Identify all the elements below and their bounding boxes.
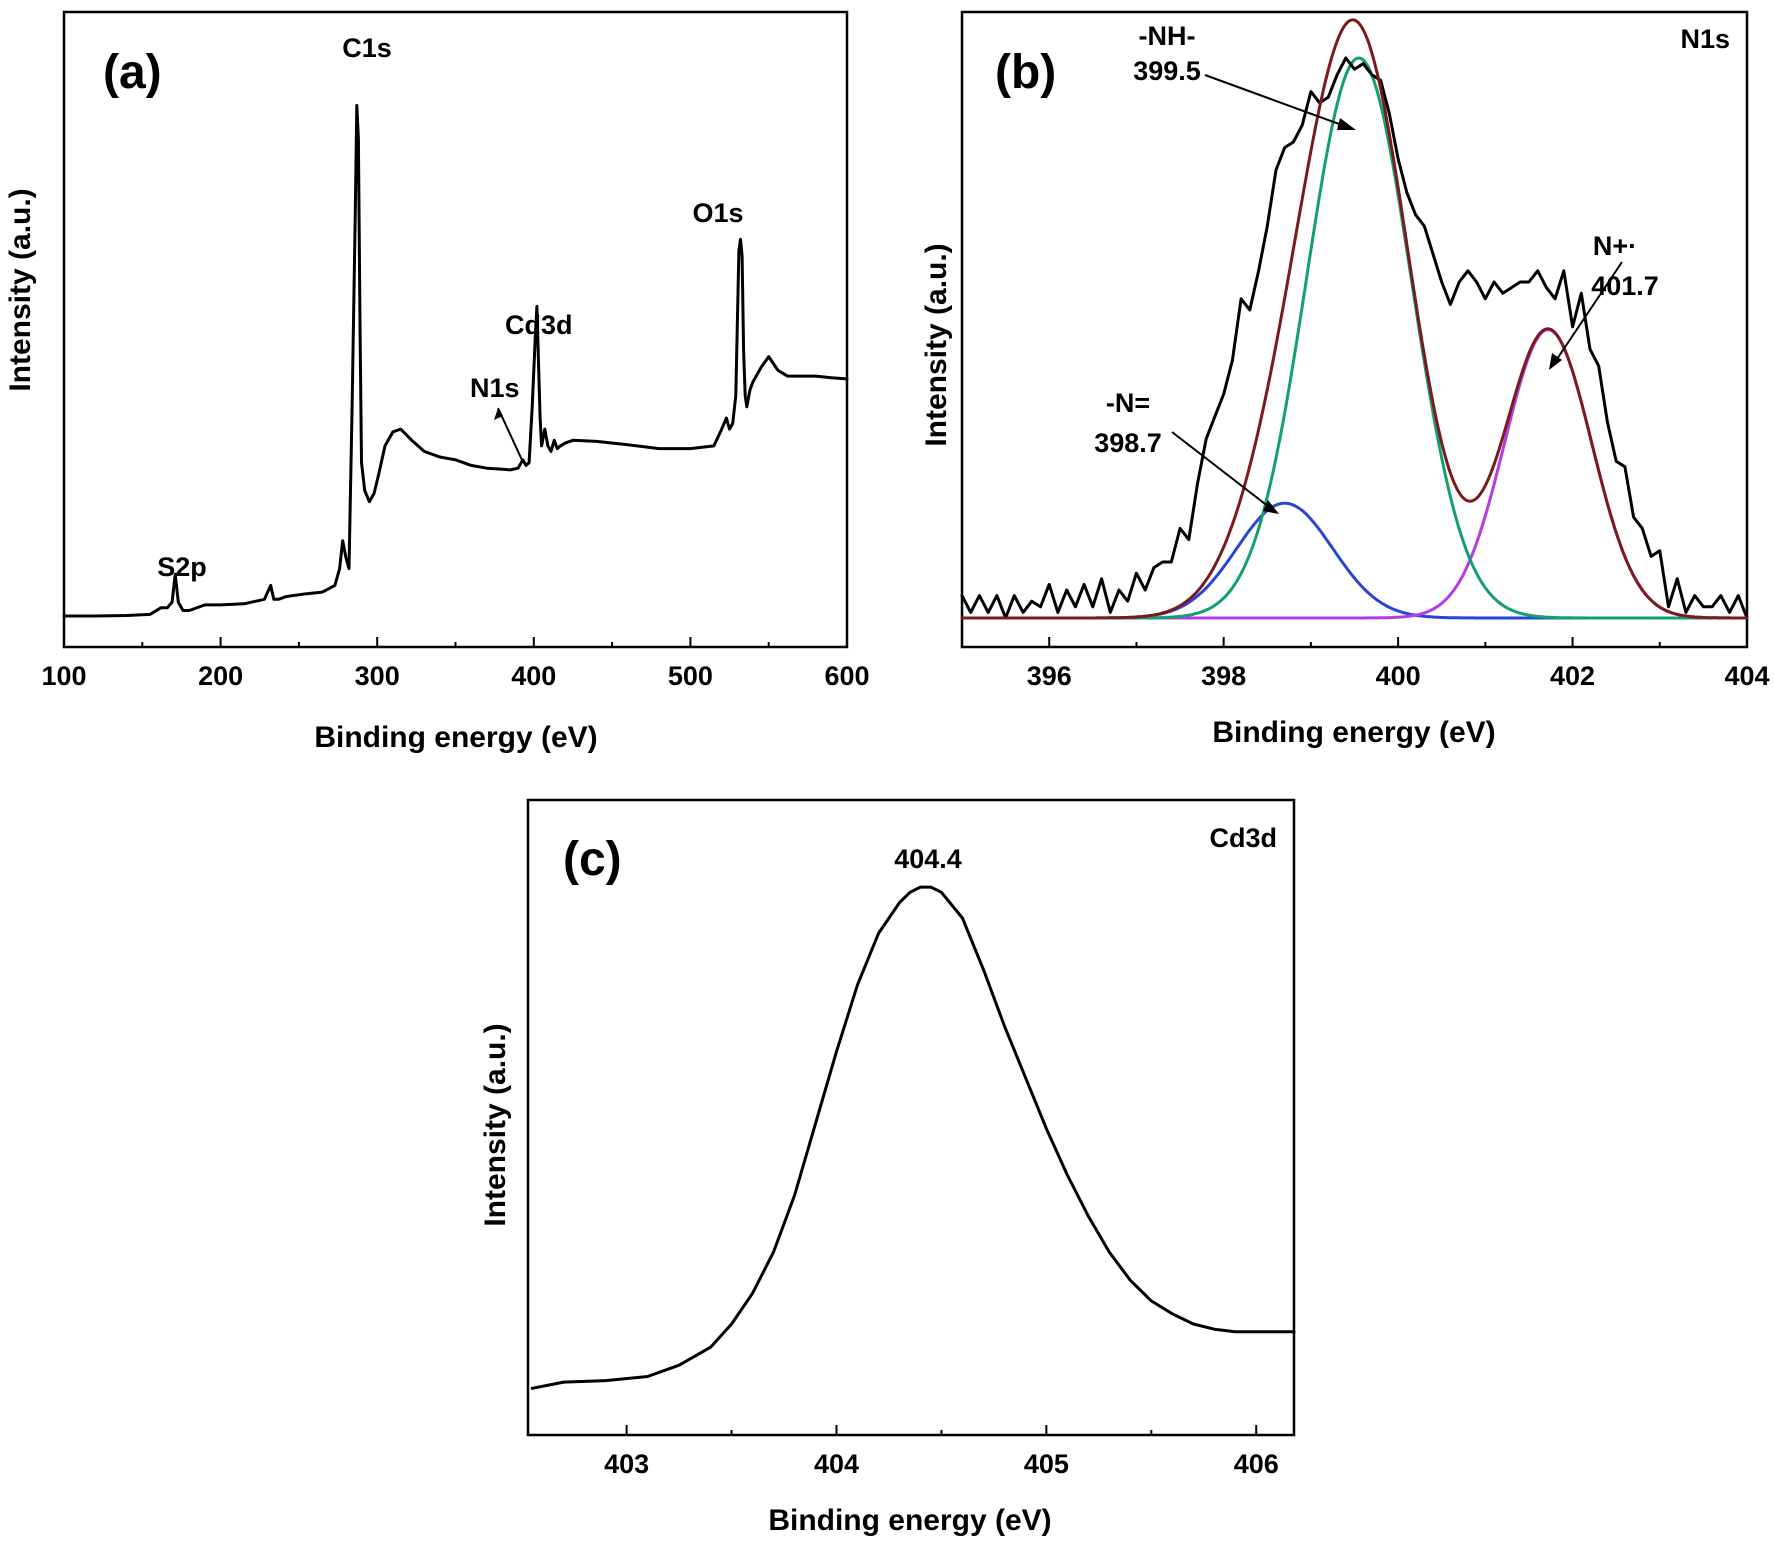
n-plus-arrow (1552, 261, 1623, 366)
panel-a-curves (62, 104, 849, 618)
panel-a-label: (a) (103, 46, 162, 99)
annotation-nh-value: 399.5 (1133, 56, 1201, 86)
panel-b-plot-frame (960, 10, 1749, 649)
series-line-nh (960, 56, 1749, 620)
panel-c-annotations: 404.4 (894, 844, 962, 874)
series-line-envelope (960, 18, 1749, 620)
panel-c-plot-frame (526, 798, 1296, 1437)
x-tick-label: 403 (604, 1449, 649, 1479)
annotation-o1s: O1s (692, 198, 743, 228)
panel-b-annotations: -NH- 399.5 -N= 398.7 N+· 401.7 (1094, 21, 1659, 514)
panel-b-x-ticks: 396 398 400 402 404 (1027, 637, 1770, 691)
n-imine-arrow (1171, 431, 1274, 511)
nh-arrow (1204, 74, 1351, 129)
panel-a-annotations: S2p C1s N1s Cd3d O1s (157, 33, 743, 582)
n-imine-arrowhead (1263, 500, 1279, 514)
panel-b-n1s-spectrum: 396 398 400 402 404 -NH- 399.5 -N= 398.7 N+·… (920, 10, 1770, 749)
x-tick-label: 200 (198, 661, 243, 691)
x-tick-label: 400 (1376, 661, 1421, 691)
annotation-c1s: C1s (342, 33, 392, 63)
panel-a-x-axis-title: Binding energy (eV) (314, 721, 597, 754)
panel-b-curves (960, 18, 1749, 620)
series-line-n (960, 328, 1749, 620)
x-tick-label: 400 (511, 661, 556, 691)
nh-arrowhead (1337, 118, 1356, 130)
x-tick-label: 500 (668, 661, 713, 691)
annotation-cd3d-peak: 404.4 (894, 844, 962, 874)
panel-c-cd3d-spectrum: 403 404 405 406 404.4 (c) Cd3d Binding ener… (479, 798, 1296, 1537)
panel-c-y-axis-title: Intensity (a.u.) (479, 1023, 512, 1226)
x-tick-label: 402 (1550, 661, 1595, 691)
panel-a-survey-spectrum: 100 200 300 400 500 600 S2p C1s N1s Cd3d O1s … (4, 10, 870, 754)
series-line-cd3d (530, 885, 1296, 1390)
n1s-arrow (497, 407, 523, 461)
annotation-n-plus-label: N+· (1593, 231, 1637, 261)
panel-c-corner-title: Cd3d (1210, 823, 1278, 853)
annotation-n-plus-value: 401.7 (1591, 271, 1659, 301)
panel-b-label: (b) (995, 46, 1056, 99)
x-tick-label: 300 (355, 661, 400, 691)
x-tick-label: 406 (1234, 1449, 1279, 1479)
annotation-cd3d: Cd3d (505, 310, 573, 340)
annotation-n-imine-value: 398.7 (1094, 428, 1162, 458)
panel-c-label: (c) (563, 833, 622, 886)
panel-a-x-ticks: 100 200 300 400 500 600 (41, 637, 870, 691)
x-tick-label: 100 (41, 661, 86, 691)
panel-c-x-axis-title: Binding energy (eV) (768, 1504, 1051, 1537)
x-tick-label: 405 (1024, 1449, 1069, 1479)
panel-c-curves (530, 885, 1296, 1390)
x-tick-label: 600 (824, 661, 869, 691)
panel-a-y-axis-title: Intensity (a.u.) (4, 188, 37, 391)
panel-c-x-ticks: 403 404 405 406 (604, 1425, 1279, 1479)
x-tick-label: 398 (1201, 661, 1246, 691)
annotation-n-imine-label: -N= (1106, 388, 1150, 418)
x-tick-label: 404 (814, 1449, 859, 1479)
annotation-s2p: S2p (157, 552, 207, 582)
annotation-n1s: N1s (470, 373, 520, 403)
x-tick-label: 396 (1027, 661, 1072, 691)
panel-b-corner-title: N1s (1680, 24, 1730, 54)
x-tick-label: 404 (1724, 661, 1769, 691)
series-line-raw-data (960, 56, 1749, 620)
panel-b-y-axis-title: Intensity (a.u.) (920, 243, 953, 446)
n1s-arrowhead (494, 408, 503, 420)
panel-b-x-axis-title: Binding energy (eV) (1212, 716, 1495, 749)
n-plus-arrowhead (1549, 353, 1562, 370)
annotation-nh-label: -NH- (1139, 21, 1196, 51)
series-line-n (960, 501, 1749, 620)
series-line-survey (62, 104, 849, 618)
